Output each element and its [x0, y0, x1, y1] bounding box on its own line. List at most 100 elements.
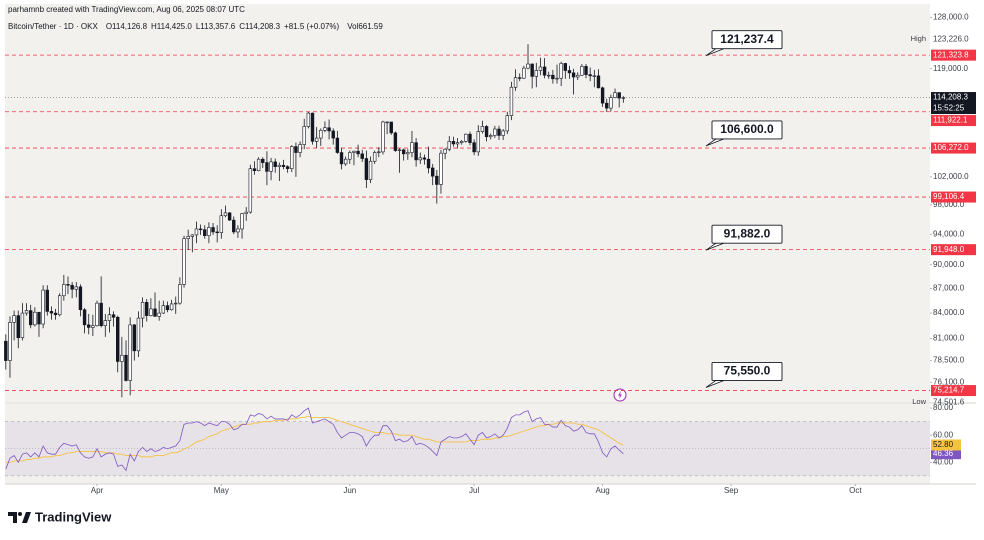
candle-body — [28, 310, 33, 326]
candle-body — [153, 308, 157, 317]
candle-body — [132, 324, 137, 352]
legend-low: L113,357.6 — [196, 22, 236, 31]
candle-body — [91, 325, 95, 328]
candle-body — [613, 92, 617, 98]
candle-body — [302, 126, 306, 145]
candle-body — [605, 102, 609, 109]
countdown: 15:52:25 — [933, 104, 965, 113]
candle-body — [252, 168, 257, 172]
rsi-y-tick-label: 80.00 — [933, 403, 954, 412]
callout-label: 91,882.0 — [724, 226, 771, 240]
candle-body — [12, 315, 16, 323]
candle-body — [265, 162, 269, 172]
candle-body — [169, 303, 174, 311]
candle-body — [542, 66, 547, 76]
candle-body — [331, 130, 335, 139]
x-tick-label: Sep — [724, 486, 739, 495]
candle-body — [323, 127, 327, 131]
candle-body — [248, 168, 253, 213]
candle-body — [62, 284, 66, 297]
candle-body — [285, 166, 290, 169]
price-label-box — [931, 115, 976, 127]
candle-body — [20, 312, 25, 339]
candle-body — [480, 126, 485, 132]
brand: TradingView — [35, 509, 112, 524]
candle-body — [8, 322, 12, 361]
candle-body — [356, 150, 360, 155]
candle-body — [178, 284, 182, 304]
candle-body — [273, 161, 277, 167]
candle-body — [49, 311, 54, 314]
alert-icon[interactable] — [613, 388, 627, 402]
candle-body — [364, 158, 369, 180]
callout: 121,237.4 — [705, 30, 783, 57]
candle-body — [472, 142, 476, 153]
candle-body — [290, 146, 294, 169]
candle-body — [198, 228, 203, 231]
price-label: 75,214.7 — [933, 386, 965, 395]
alert-bolt — [618, 391, 622, 399]
y-tick-label: 90,000.0 — [933, 260, 965, 269]
x-tick-label: May — [214, 486, 229, 495]
candle-body — [401, 149, 406, 155]
candle-body — [223, 212, 228, 217]
candle-body — [489, 135, 493, 138]
price-label: 111,922.1 — [933, 116, 968, 125]
candle-body — [397, 149, 402, 151]
candle-body — [547, 74, 551, 77]
candle-body — [381, 121, 385, 153]
candle-body — [418, 157, 422, 161]
price-label-box — [931, 385, 976, 397]
logo-slash — [22, 512, 31, 523]
legend-close: C114,208.3 — [239, 22, 280, 31]
candle-body — [609, 97, 613, 109]
legend-open: O114,126.8 — [106, 22, 148, 31]
y-tick-label: 102,000.0 — [933, 172, 969, 181]
price-label: 99,106.4 — [933, 192, 965, 201]
candle-body — [592, 75, 597, 77]
y-tick-label: 128,000.0 — [933, 13, 969, 22]
candle-body — [186, 236, 190, 239]
candle-body — [484, 126, 489, 138]
legend-change: +81.5 (+0.07%) — [284, 22, 339, 31]
candle-body — [99, 302, 103, 327]
callout: 106,600.0 — [705, 120, 783, 147]
candle-body — [269, 161, 273, 172]
candle-body — [314, 137, 319, 142]
candle-body — [406, 152, 410, 155]
candle-body — [563, 63, 568, 71]
candle-body — [559, 63, 563, 79]
candle-body — [140, 302, 145, 319]
candle-body — [497, 128, 501, 136]
candle-body — [518, 77, 522, 79]
y-tick-label: 78,500.0 — [933, 356, 965, 365]
candle-body — [530, 63, 534, 77]
candle-body — [447, 141, 451, 150]
candle-body — [87, 324, 91, 328]
candle-body — [439, 152, 443, 185]
candle-body — [128, 324, 132, 381]
candle-body — [522, 67, 526, 79]
y-tick-label: 76,100.0 — [933, 377, 965, 386]
candle-body — [82, 309, 87, 326]
candle-body — [161, 305, 166, 314]
legend-high: H114,425.0 — [151, 22, 192, 31]
candle-body — [203, 229, 207, 236]
candle-body — [385, 121, 389, 124]
candle-body — [310, 112, 315, 142]
candle-body — [37, 311, 41, 325]
candle-body — [389, 121, 393, 134]
price-label: 121,323.8 — [933, 50, 969, 59]
candle-body — [4, 340, 8, 361]
rsi-value-label: 52.80 — [933, 440, 954, 449]
candle-body — [277, 164, 282, 167]
candle-body — [621, 97, 626, 99]
candle-body — [468, 133, 472, 143]
candle-body — [145, 302, 149, 316]
low-label: 74,501.6 — [933, 397, 965, 406]
candle-body — [240, 213, 244, 230]
candle-body — [66, 284, 70, 286]
candle-body — [319, 129, 323, 139]
candle-body — [124, 354, 128, 381]
